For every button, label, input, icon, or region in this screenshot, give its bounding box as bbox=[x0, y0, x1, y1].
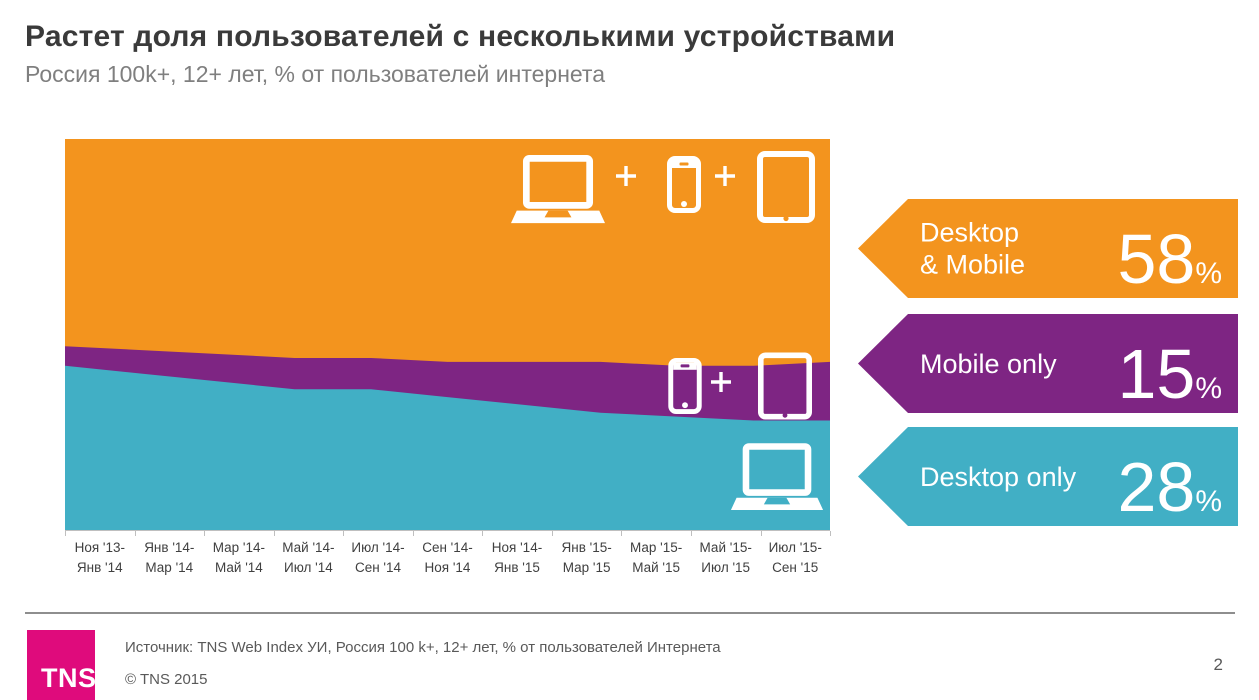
x-axis-tick bbox=[273, 531, 275, 536]
x-axis-tick bbox=[204, 531, 206, 536]
source-text: Источник: TNS Web Index УИ, Россия 100 k… bbox=[125, 639, 721, 656]
footer-divider bbox=[25, 612, 1235, 614]
plus-icon bbox=[714, 165, 736, 192]
x-axis-tick bbox=[343, 531, 345, 536]
smartphone-icon bbox=[668, 358, 702, 419]
legend-label-desktop-mobile: Desktop & Mobile bbox=[920, 217, 1026, 280]
laptop-icon bbox=[730, 443, 824, 518]
x-axis-tick bbox=[65, 531, 66, 536]
area-desktop_only bbox=[65, 365, 830, 530]
tablet-icon bbox=[757, 151, 815, 228]
x-axis-label: Май '15- Июл '15 bbox=[699, 540, 752, 575]
legend-value-mobile-only: 15% bbox=[1117, 334, 1222, 413]
x-axis-tick bbox=[621, 531, 623, 536]
x-axis-label: Мар '15- Май '15 bbox=[629, 540, 683, 575]
x-axis bbox=[65, 530, 831, 536]
tns-logo: TNS bbox=[27, 630, 97, 700]
page-title: Растет доля пользователей с несколькими … bbox=[25, 20, 896, 53]
copyright-text: © TNS 2015 bbox=[125, 671, 208, 688]
x-axis-label: Янв '14- Мар '14 bbox=[144, 540, 195, 575]
laptop-icon bbox=[510, 155, 606, 231]
stacked-area-chart bbox=[65, 139, 830, 530]
x-axis-tick bbox=[482, 531, 484, 536]
x-axis-labels: Ноя '13- Янв '14 Янв '14- Мар '14 Мар '14- Ма… bbox=[65, 538, 830, 578]
legend-arrow-mobile-only: Mobile only 15% bbox=[858, 314, 1238, 413]
x-axis-label: Май '14- Июл '14 bbox=[282, 540, 335, 575]
x-axis-label: Июл '14- Сен '14 bbox=[351, 540, 405, 575]
tns-logo-text: TNS bbox=[41, 663, 97, 693]
page-subtitle: Россия 100k+, 12+ лет, % от пользователе… bbox=[25, 61, 605, 87]
legend-label-mobile-only: Mobile only bbox=[920, 348, 1057, 379]
plus-icon bbox=[710, 371, 732, 398]
x-axis-label: Ноя '14- Янв '15 bbox=[491, 540, 543, 575]
legend-value-desktop-mobile: 58% bbox=[1117, 219, 1222, 298]
x-axis-label: Июл '15- Сен '15 bbox=[768, 540, 822, 575]
x-axis-tick bbox=[760, 531, 762, 536]
legend-arrow-desktop-only: Desktop only 28% bbox=[858, 427, 1238, 526]
legend-value-desktop-only: 28% bbox=[1117, 447, 1222, 526]
smartphone-icon bbox=[667, 156, 701, 218]
x-axis-tick bbox=[134, 531, 136, 536]
x-axis-label: Янв '15- Мар '15 bbox=[561, 540, 612, 575]
x-axis-tick bbox=[551, 531, 553, 536]
x-axis-tick bbox=[690, 531, 692, 536]
x-axis-label: Ноя '13- Янв '14 bbox=[74, 540, 126, 575]
tablet-icon bbox=[758, 350, 812, 427]
x-axis-label: Мар '14- Май '14 bbox=[212, 540, 266, 575]
plus-icon bbox=[615, 165, 637, 192]
x-axis-label: Сен '14- Ноя '14 bbox=[422, 540, 473, 575]
legend-label-desktop-only: Desktop only bbox=[920, 461, 1077, 492]
x-axis-tick bbox=[830, 531, 831, 536]
legend-arrow-desktop-mobile: Desktop & Mobile 58% bbox=[858, 199, 1238, 298]
page-number: 2 bbox=[1213, 655, 1223, 674]
stacked-area-plot bbox=[65, 139, 830, 530]
x-axis-tick bbox=[412, 531, 414, 536]
x-axis-line bbox=[65, 530, 830, 531]
